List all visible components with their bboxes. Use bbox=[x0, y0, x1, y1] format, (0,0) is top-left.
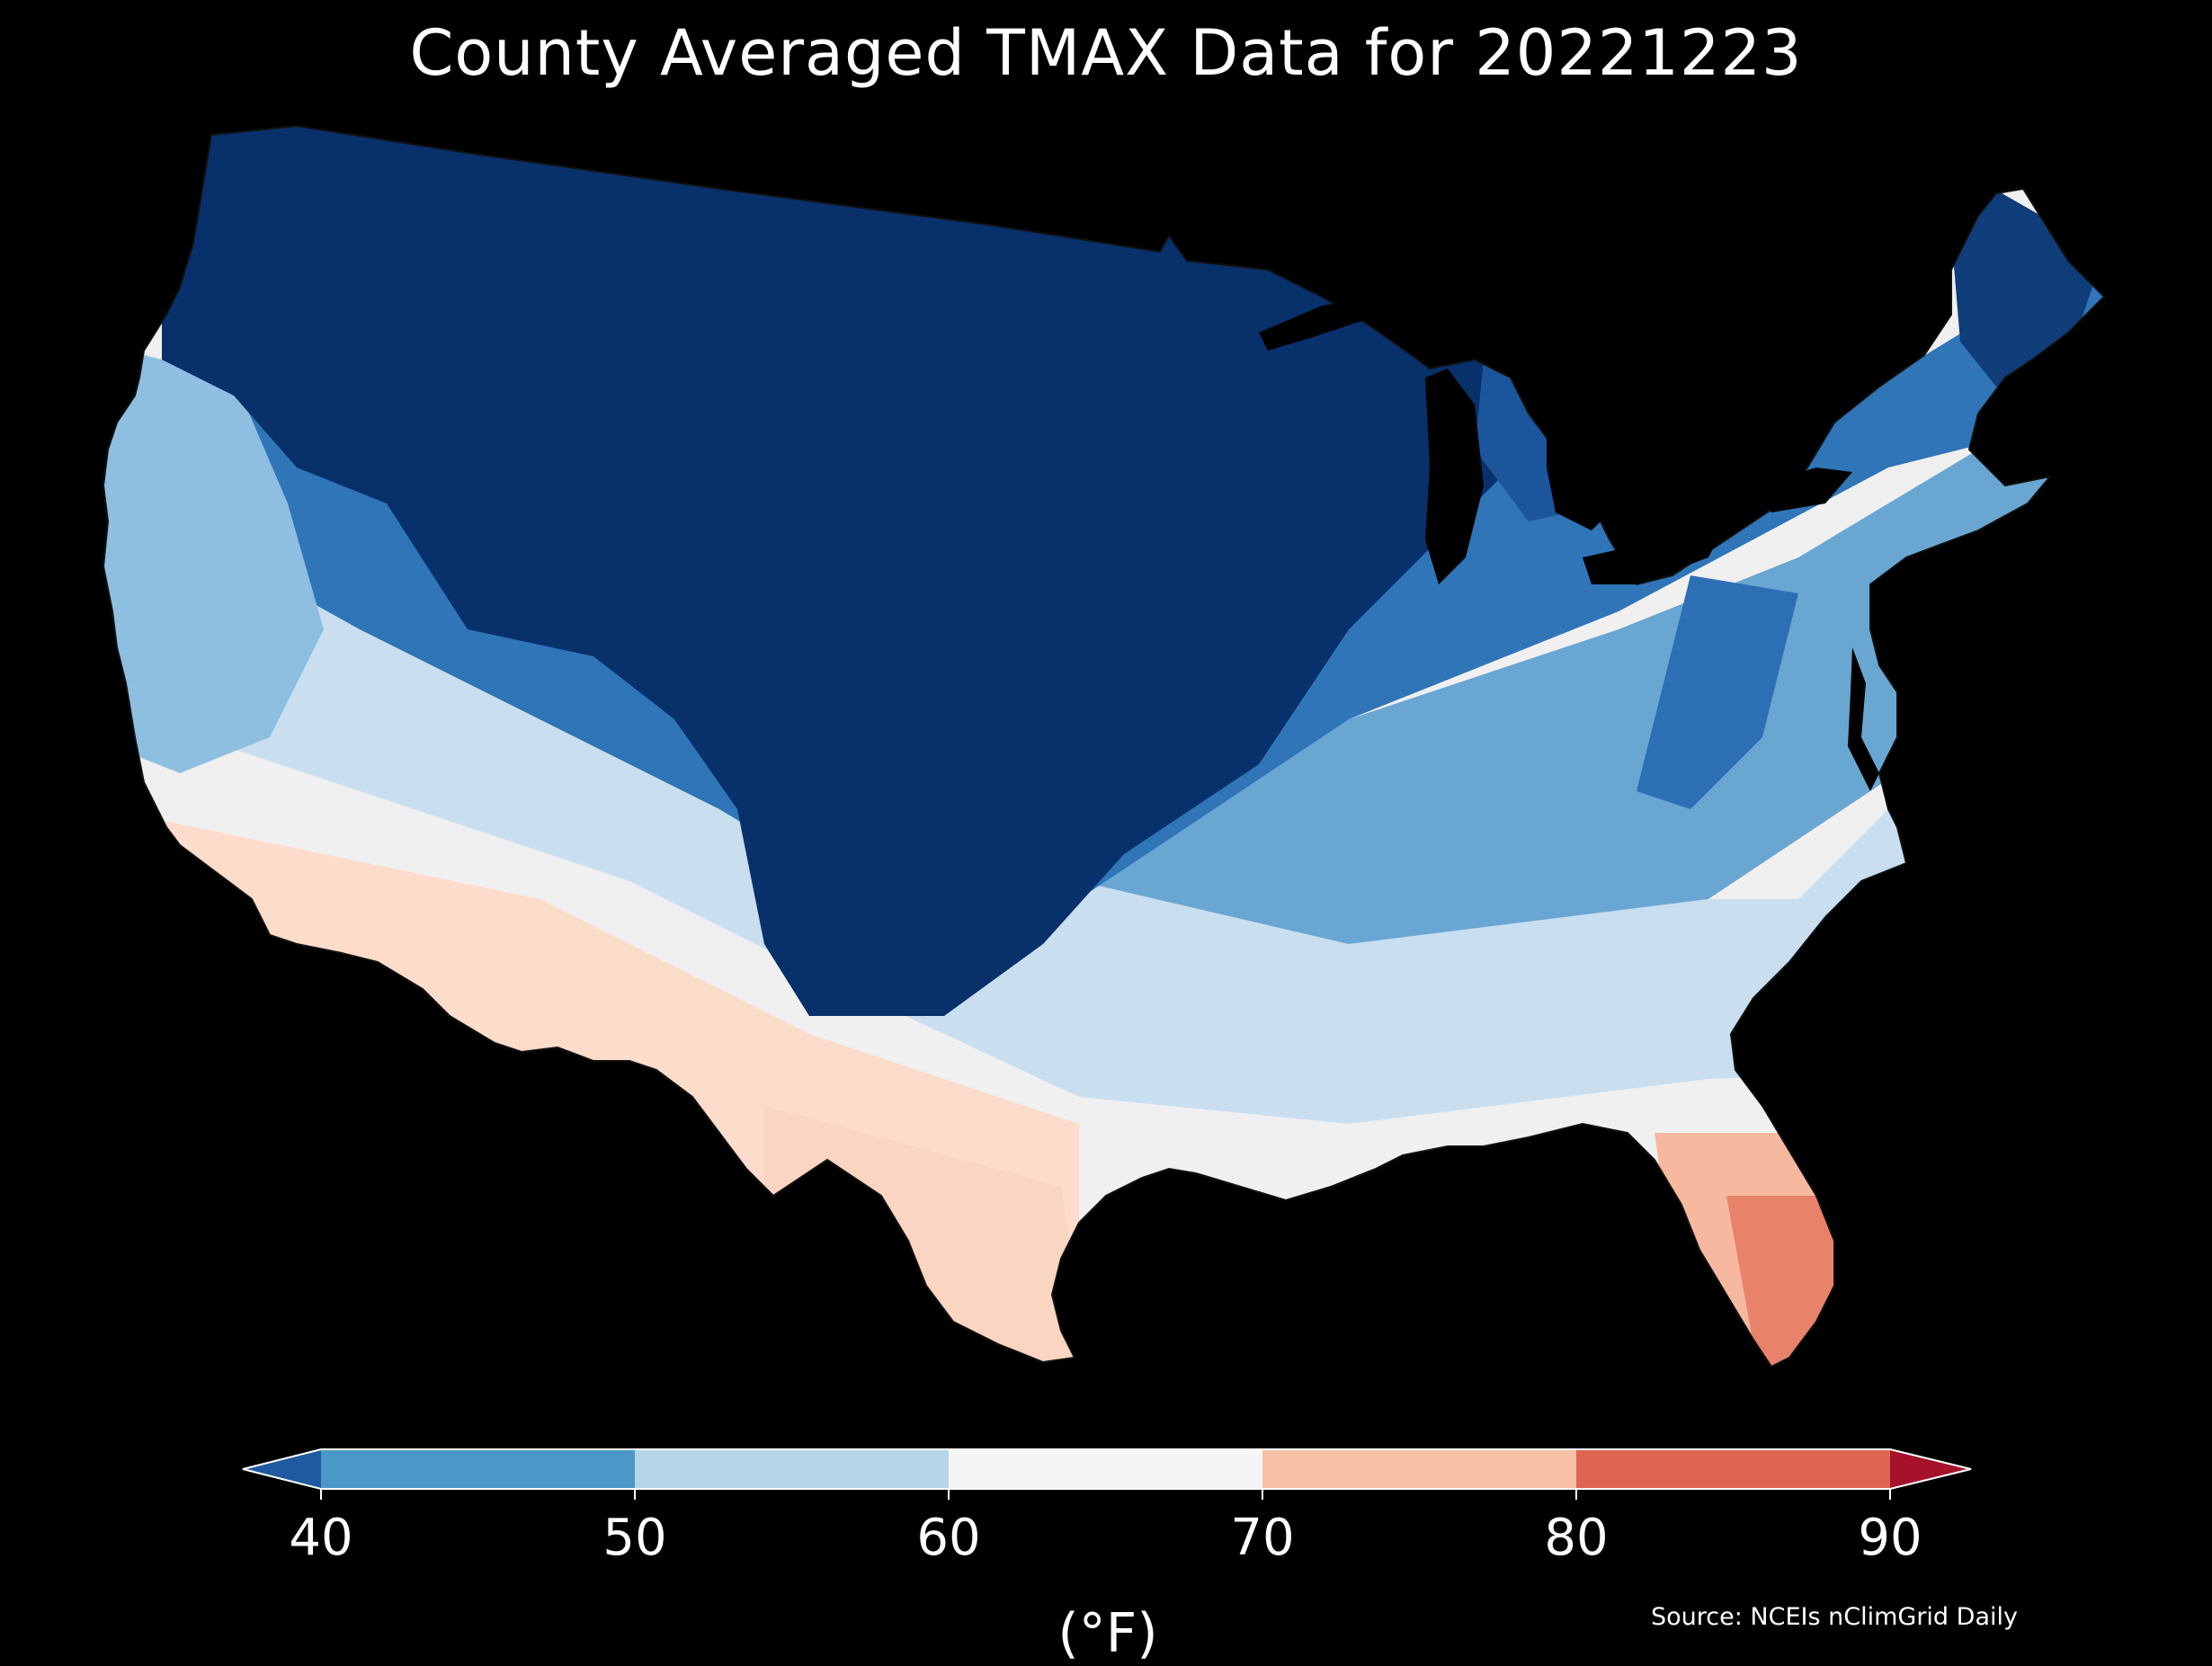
colorbar-segment bbox=[949, 1449, 1263, 1489]
colorbar-extend-low bbox=[243, 1449, 321, 1489]
chesapeake-bay bbox=[1848, 647, 1879, 791]
colorbar-segment bbox=[321, 1449, 636, 1489]
colorbar-tick-label: 60 bbox=[916, 1509, 981, 1567]
colorbar-tick-label: 80 bbox=[1544, 1509, 1609, 1567]
colorbar-extend-high bbox=[1890, 1449, 1971, 1489]
colorbar-tick-label: 70 bbox=[1230, 1509, 1295, 1567]
source-note: Source: NCEIs nClimGrid Daily bbox=[1651, 1603, 2018, 1631]
colorbar-segment bbox=[1576, 1449, 1891, 1489]
great-lakes bbox=[1259, 288, 1852, 584]
map-title: County Averaged TMAX Data for 20221223 bbox=[409, 16, 1803, 90]
us-county-temperature-map bbox=[103, 125, 2105, 1368]
colorbar-tick-label: 50 bbox=[602, 1509, 667, 1567]
colorbar-tick-label: 90 bbox=[1858, 1509, 1922, 1567]
colorbar-segment bbox=[1262, 1449, 1577, 1489]
colorbar-segments bbox=[242, 1448, 1972, 1500]
colorbar-tick-label: 40 bbox=[289, 1509, 353, 1567]
units-label: (°F) bbox=[1057, 1602, 1158, 1665]
colorbar-segment bbox=[635, 1449, 950, 1489]
